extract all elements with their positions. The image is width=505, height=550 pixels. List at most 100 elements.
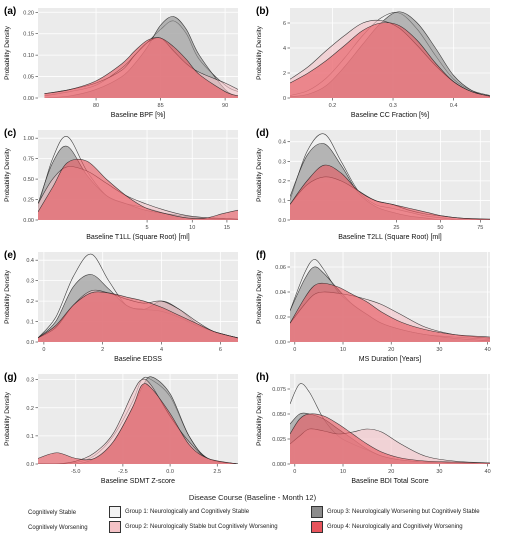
density-area-group4 (44, 37, 238, 98)
y-tick-label: 0.10 (23, 53, 34, 59)
y-tick-label: 0.1 (278, 198, 286, 204)
x-axis-label: Baseline T2LL (Square Root) [ml] (338, 234, 442, 241)
y-tick-label: 1.00 (23, 136, 34, 142)
density-areas (38, 253, 238, 342)
y-tick-label: 0.50 (23, 177, 34, 183)
panel-letter: (g) (4, 372, 17, 383)
legend-key-group1 (109, 506, 121, 518)
x-tick-label: 0.3 (389, 103, 397, 109)
y-tick-label: 0.2 (278, 179, 286, 185)
y-axis-label: Probability Density (256, 147, 263, 202)
x-tick-label: 15 (224, 225, 230, 231)
density-areas (290, 259, 490, 342)
density-area-group4 (290, 165, 490, 220)
x-tick-label: 0 (42, 347, 45, 353)
y-tick-label: 0.15 (23, 32, 34, 38)
y-tick-label: 0.0 (26, 462, 34, 468)
y-tick-label: 0.3 (26, 279, 34, 285)
x-tick-label: 40 (485, 469, 491, 475)
legend-row-label-worsening: Cognitively Worsening (28, 525, 88, 531)
x-tick-label: 5 (146, 225, 149, 231)
y-tick-label: 0.1 (26, 434, 34, 440)
y-tick-label: 0.0 (278, 218, 286, 224)
legend-key-group2 (109, 521, 121, 533)
x-tick-label: 0.0 (166, 469, 174, 475)
panel-8: 0 10 20 30 40 0.000 0.025 0.050 0.075(h) Baseline… (256, 372, 491, 485)
panel-letter: (b) (256, 6, 269, 17)
y-tick-label: 0.1 (26, 320, 34, 326)
x-tick-label: 6 (219, 347, 222, 353)
panel-letter: (h) (256, 372, 269, 383)
y-tick-label: 0.000 (272, 462, 286, 468)
x-tick-label: 10 (189, 225, 195, 231)
panel-6: 0 10 20 30 40 0.00 0.02 0.04 0.06 (f) MS Duration … (256, 250, 491, 363)
x-tick-label: 25 (393, 225, 399, 231)
y-tick-label: 6 (283, 21, 286, 27)
x-tick-label: 20 (388, 347, 394, 353)
x-tick-label: 0 (293, 347, 296, 353)
legend-key-group4 (311, 521, 323, 533)
density-area-group4 (38, 291, 238, 342)
y-axis-label: Probability Density (4, 269, 11, 324)
density-curve-group4 (290, 164, 490, 220)
legend-key-group3 (311, 506, 323, 518)
y-tick-label: 0.02 (275, 315, 286, 321)
x-tick-label: 40 (485, 347, 491, 353)
y-tick-label: 0.25 (23, 198, 34, 204)
panel-7: -5.0 -2.5 0.0 2.5 0.0 0.1 0.2 0.3 (g) Baseline SD… (4, 372, 238, 485)
density-areas (290, 133, 490, 220)
y-axis-label: Probability Density (4, 391, 11, 446)
density-curve-group4 (38, 291, 238, 339)
y-axis-label: Probability Density (256, 25, 263, 80)
density-areas (38, 376, 238, 464)
x-axis-label: Baseline T1LL (Square Root) [ml] (86, 234, 190, 241)
y-tick-label: 0 (283, 96, 286, 102)
x-tick-label: 85 (158, 103, 164, 109)
panel-letter: (e) (4, 250, 16, 261)
x-axis-label: Baseline EDSS (114, 356, 162, 363)
y-tick-label: 0.2 (26, 299, 34, 305)
x-tick-label: 30 (436, 469, 442, 475)
density-area-group4 (38, 383, 238, 464)
y-tick-label: 0.75 (23, 157, 34, 163)
y-tick-label: 0.00 (23, 96, 34, 102)
x-tick-label: 30 (436, 347, 442, 353)
y-tick-label: 0.025 (272, 437, 286, 443)
density-area-group4 (290, 22, 490, 98)
x-tick-label: 2.5 (213, 469, 221, 475)
density-curve-group4 (290, 22, 490, 97)
y-tick-label: 0.20 (23, 10, 34, 16)
density-areas (44, 16, 238, 98)
legend-label-group2: Group 2: Neurologically Stable but Cogni… (125, 524, 278, 530)
density-curve-group4 (44, 37, 238, 97)
x-axis-label: Baseline CC Fraction [%] (351, 112, 429, 119)
density-area-group4 (38, 159, 238, 220)
density-curve-group4 (38, 158, 238, 219)
panel-letter: (d) (256, 128, 269, 139)
density-areas (290, 383, 490, 464)
x-tick-label: 0.4 (450, 103, 458, 109)
y-tick-label: 0.4 (278, 140, 286, 146)
panel-letter: (c) (4, 128, 16, 139)
x-tick-label: 0.2 (329, 103, 337, 109)
x-tick-label: 10 (340, 347, 346, 353)
density-area-group4 (290, 413, 490, 464)
y-tick-label: 0.2 (26, 406, 34, 412)
x-tick-label: 0 (293, 469, 296, 475)
y-tick-label: 0.3 (26, 378, 34, 384)
y-tick-label: 0.075 (272, 387, 286, 393)
density-areas (290, 11, 490, 98)
y-tick-label: 0.04 (275, 290, 286, 296)
panel-1: 80 85 90 0.00 0.05 0.10 0.15 0.20 (a) Baseline BP… (4, 6, 238, 119)
y-tick-label: 0.05 (23, 75, 34, 81)
panel-2: 0.2 0.3 0.4 0 2 4 6 (b) Baseline CC Fraction [%]… (256, 6, 490, 119)
y-tick-label: 0.050 (272, 412, 286, 418)
y-tick-label: 4 (283, 46, 286, 52)
y-tick-label: 0.4 (26, 258, 34, 264)
x-axis-label: Baseline BDI Total Score (351, 478, 428, 485)
x-tick-label: 80 (93, 103, 99, 109)
legend-label-group4: Group 4: Neurologically and Cognitively … (327, 524, 463, 530)
legend: Disease Course (Baseline - Month 12) Cog… (0, 490, 505, 550)
legend-row-label-stable: Cognitively Stable (28, 510, 77, 516)
